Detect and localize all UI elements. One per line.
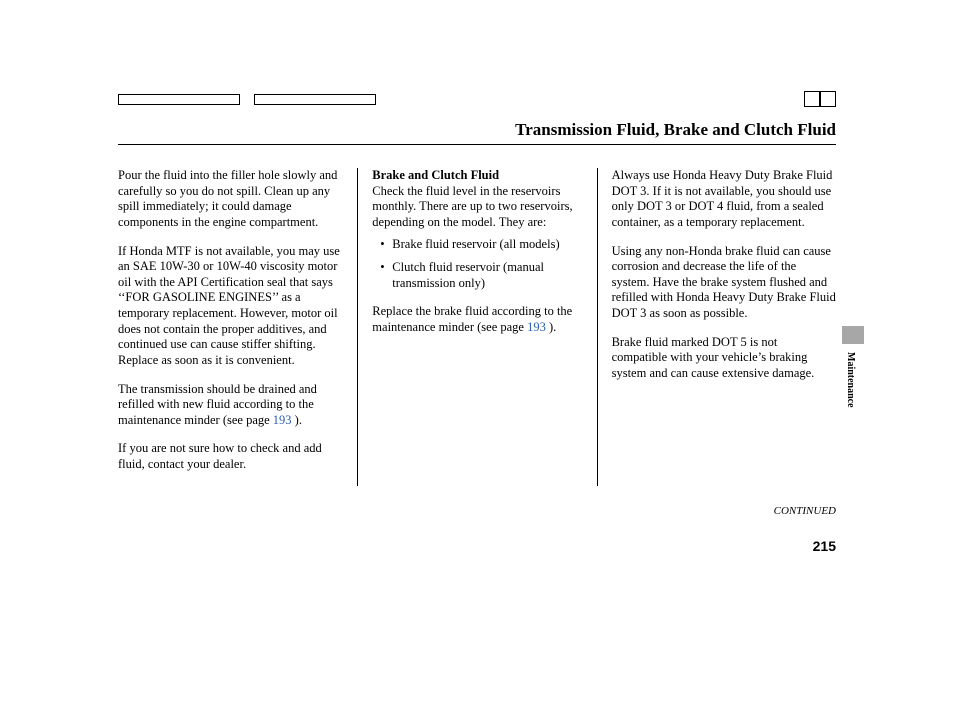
- list-item: • Brake fluid reservoir (all models): [380, 237, 582, 253]
- col2-para2: Replace the brake fluid according to the…: [372, 304, 582, 335]
- bullet-text: Brake fluid reservoir (all models): [392, 237, 559, 253]
- col1-para2: If Honda MTF is not available, you may u…: [118, 244, 343, 369]
- reservoir-list: • Brake fluid reservoir (all models) • C…: [380, 237, 582, 292]
- column-1: Pour the fluid into the filler hole slow…: [118, 168, 357, 486]
- brake-clutch-heading: Brake and Clutch Fluid: [372, 168, 499, 182]
- header-box-2: [254, 94, 376, 105]
- page-title: Transmission Fluid, Brake and Clutch Flu…: [515, 120, 836, 140]
- section-label: Maintenance: [845, 352, 856, 408]
- bullet-text: Clutch fluid reservoir (manual transmiss…: [392, 260, 582, 291]
- col2-p2-text-b: ).: [546, 320, 556, 334]
- col2-heading-block: Brake and Clutch Fluid Check the fluid l…: [372, 168, 582, 231]
- bullet-icon: •: [380, 260, 392, 291]
- header-box-1: [118, 94, 240, 105]
- col3-para2: Using any non-Honda brake fluid can caus…: [612, 244, 836, 322]
- content-columns: Pour the fluid into the filler hole slow…: [118, 168, 836, 486]
- corner-square-1: [804, 91, 820, 107]
- section-tab: [842, 326, 864, 344]
- bullet-icon: •: [380, 237, 392, 253]
- list-item: • Clutch fluid reservoir (manual transmi…: [380, 260, 582, 291]
- col2-para1: Check the fluid level in the reservoirs …: [372, 184, 572, 229]
- title-rule: [118, 144, 836, 145]
- col1-p3-text-b: ).: [292, 413, 302, 427]
- corner-squares: [804, 91, 836, 107]
- corner-square-2: [820, 91, 836, 107]
- page-link-193-b[interactable]: 193: [527, 320, 546, 334]
- column-2: Brake and Clutch Fluid Check the fluid l…: [357, 168, 596, 486]
- col1-para3: The transmission should be drained and r…: [118, 382, 343, 429]
- page-number: 215: [813, 538, 836, 554]
- col3-para3: Brake fluid marked DOT 5 is not compatib…: [612, 335, 836, 382]
- header-boxes: [118, 94, 376, 105]
- col3-para1: Always use Honda Heavy Duty Brake Fluid …: [612, 168, 836, 231]
- page-link-193[interactable]: 193: [273, 413, 292, 427]
- continued-label: CONTINUED: [774, 505, 836, 517]
- col1-para1: Pour the fluid into the filler hole slow…: [118, 168, 343, 231]
- column-3: Always use Honda Heavy Duty Brake Fluid …: [597, 168, 836, 486]
- col1-para4: If you are not sure how to check and add…: [118, 441, 343, 472]
